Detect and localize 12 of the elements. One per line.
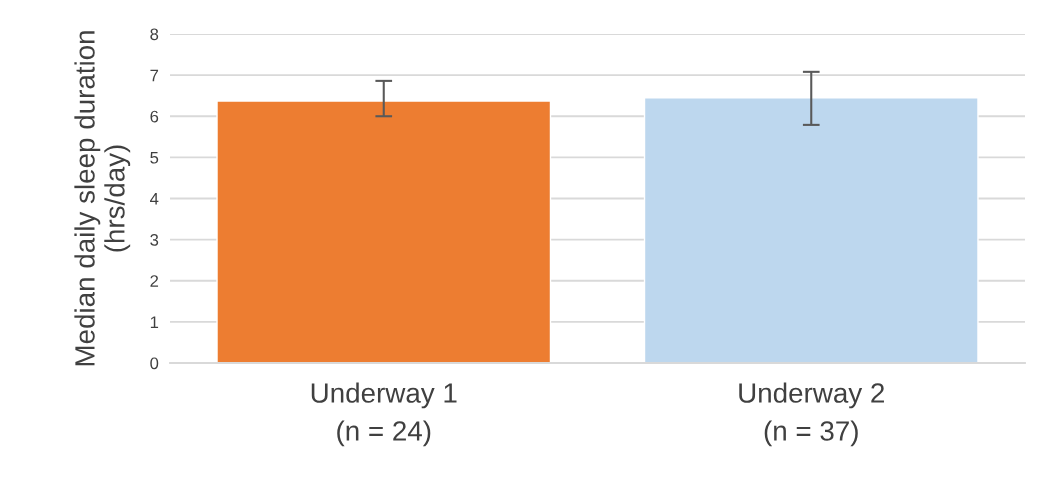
- y-tick-label: 8: [150, 28, 159, 41]
- x-tick-label: Underway 1 (n = 24): [311, 382, 457, 447]
- y-tick-label: 2: [150, 275, 159, 287]
- y-tick-label: 1: [150, 316, 159, 328]
- y-tick-label: 0: [150, 357, 159, 370]
- y-axis-title: Median daily sleep duration (hrs/day): [74, 31, 131, 366]
- y-tick-label: 7: [150, 69, 159, 82]
- x-tick-label: Underway 2 (n = 37): [739, 382, 884, 447]
- y-tick-label: 6: [150, 110, 159, 123]
- y-tick-label: 5: [150, 151, 159, 164]
- y-tick-label: 4: [150, 193, 159, 205]
- y-tick-label: 3: [150, 234, 159, 246]
